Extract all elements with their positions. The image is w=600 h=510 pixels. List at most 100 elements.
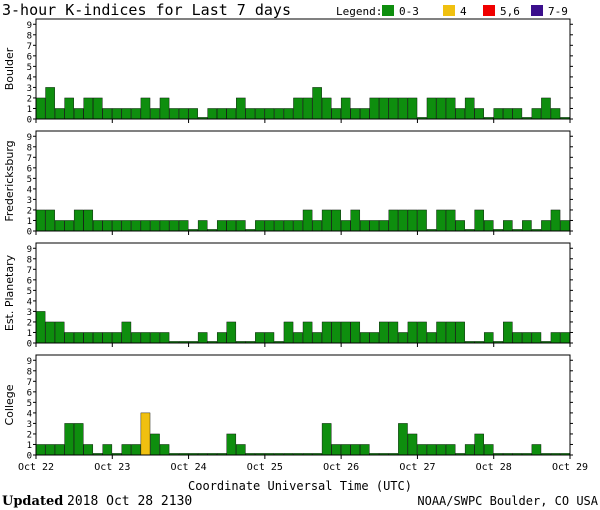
k-index-bar [83,332,94,344]
k-index-bar [503,220,513,232]
y-tick-label: 6 [27,388,32,398]
k-index-bar [541,220,551,232]
k-index-bar [445,321,456,344]
y-tick-label: 3 [27,420,32,430]
k-index-bar [464,97,475,120]
k-index-bar [312,220,322,232]
x-tick-label: Oct 22 [18,462,54,473]
panel-frame [35,242,571,344]
k-index-bar [445,209,456,232]
k-index-bar [264,108,275,120]
k-index-bar [426,444,437,456]
k-index-bar [255,220,265,232]
y-tick-label: 5 [27,399,32,409]
k-index-bar [283,220,294,232]
y-tick-label: 2 [27,94,32,104]
legend-swatch [531,5,543,16]
k-index-bar [102,332,113,344]
k-index-bar [140,97,151,120]
k-index-bar [321,209,332,232]
credit-text: NOAA/SWPC Boulder, CO USA [417,494,598,508]
k-index-bar [83,97,94,120]
k-index-bar [369,332,380,344]
k-index-bar [379,220,389,232]
k-index-bar [426,332,437,344]
y-tick-label: 4 [27,297,32,307]
k-index-bar [102,444,113,456]
k-index-bar [398,332,408,344]
panel-frame [35,130,571,232]
k-index-bar [73,108,84,120]
y-tick-label: 3 [27,196,32,206]
k-index-bar [121,108,132,120]
y-tick-label: 6 [27,164,32,174]
station-label: Fredericksburg [3,140,16,221]
k-index-bar [350,444,361,456]
k-index-bar [83,209,94,232]
k-index-bar [35,311,46,344]
k-index-bar [493,108,504,120]
x-tick-label: Oct 23 [94,462,130,473]
chart-footer: Updated 2018 Oct 28 2130 NOAA/SWPC Bould… [2,494,599,509]
k-index-bar [236,444,246,456]
k-index-bar [226,220,237,232]
y-tick-label: 1 [27,329,32,339]
k-index-bar [159,220,170,232]
legend-entry-label: 0-3 [399,5,419,18]
k-index-bar [350,321,361,344]
k-index-bar [64,423,74,456]
k-index-bar [73,423,84,456]
y-tick-label: 4 [27,409,32,419]
k-index-bar [455,220,465,232]
y-tick-label: 7 [27,154,32,164]
k-index-bar [121,444,132,456]
k-index-bar [216,108,227,120]
k-index-bar [550,209,561,232]
x-tick-label: Oct 25 [247,462,283,473]
k-index-bar [474,209,484,232]
k-index-bar [216,220,227,232]
y-tick-label: 9 [27,133,32,143]
y-tick-label: 4 [27,73,32,83]
k-index-bar [150,108,160,120]
k-index-bar [112,108,122,120]
legend-swatch [443,5,455,16]
k-index-bar [245,108,256,120]
k-index-bar [503,108,513,120]
k-index-bar [112,332,122,344]
y-tick-label: 2 [27,206,32,216]
k-index-bar [426,97,437,120]
k-index-bar [560,332,570,344]
k-index-bar [302,321,313,344]
k-index-bar [197,220,208,232]
k-index-bar [512,108,523,120]
k-index-bar [407,433,418,456]
k-index-bar [360,220,370,232]
k-index-bar [340,321,351,344]
y-tick-label: 6 [27,52,32,62]
k-index-bar [73,332,84,344]
k-index-bar [483,444,494,456]
k-index-bar [102,108,113,120]
k-index-bar [159,97,170,120]
k-index-bar [398,97,408,120]
k-index-bar [283,321,294,344]
k-index-bar [64,220,74,232]
k-index-bar [350,209,361,232]
k-index-bar [350,108,361,120]
k-index-bar [445,444,456,456]
k-index-bar [340,97,351,120]
k-index-bar [531,332,542,344]
k-index-bar [417,321,427,344]
y-tick-label: 9 [27,21,32,31]
y-tick-label: 9 [27,245,32,255]
y-tick-label: 8 [27,255,32,265]
k-index-bar [302,209,313,232]
k-index-bar [131,220,141,232]
y-tick-label: 9 [27,357,32,367]
k-index-bar [436,97,446,120]
k-index-bar [474,108,484,120]
legend-entry-label: 4 [460,5,467,18]
k-index-bar [150,332,160,344]
